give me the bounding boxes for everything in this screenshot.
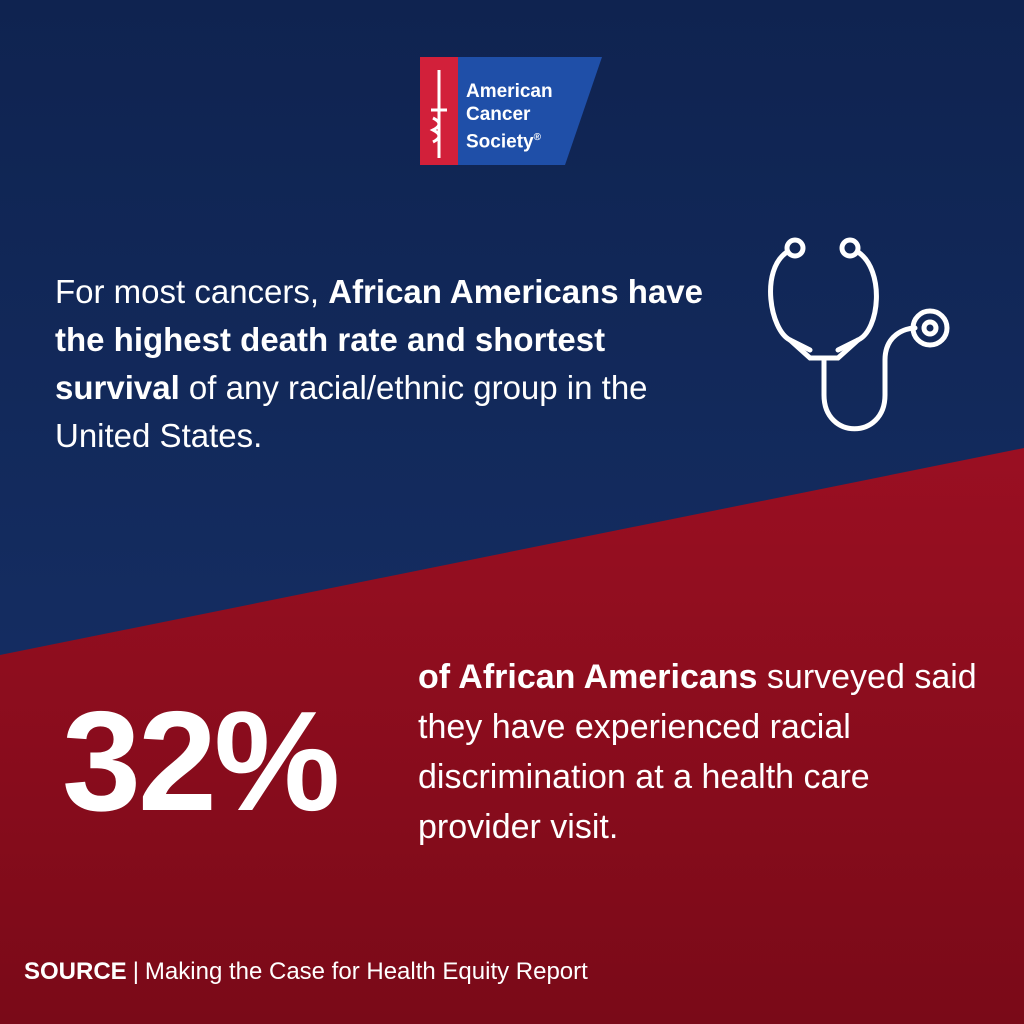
- logo-blue: [458, 57, 602, 165]
- text: of any racial/ethnic group in the United…: [55, 369, 657, 454]
- bold-text: African Americans have the highest death…: [55, 273, 713, 406]
- registered-mark: ®: [533, 132, 541, 143]
- logo-sword: [429, 70, 447, 158]
- bold-text: of African Americans: [418, 658, 758, 696]
- stat-figure: 32%: [62, 682, 340, 841]
- text: surveyed said they have experienced raci…: [418, 658, 987, 846]
- logo-line: Cancer: [466, 104, 531, 125]
- stat-text: of African Americans surveyed said they …: [418, 652, 988, 852]
- text: For most cancers,: [55, 273, 329, 310]
- source-label: SOURCE: [24, 958, 127, 985]
- source-separator: |: [132, 958, 139, 985]
- statement: For most cancers, African Americans have…: [55, 268, 715, 460]
- source-text: Making the Case for Health Equity Report: [144, 958, 588, 985]
- red-panel: [0, 448, 1024, 1024]
- stethoscope-icon: [768, 237, 950, 432]
- logo-word: Society: [466, 131, 534, 153]
- source: SOURCE | Making the Case for Health Equity…: [24, 958, 588, 986]
- logo-line: American: [466, 81, 553, 102]
- logo-line: Society®: [466, 126, 541, 153]
